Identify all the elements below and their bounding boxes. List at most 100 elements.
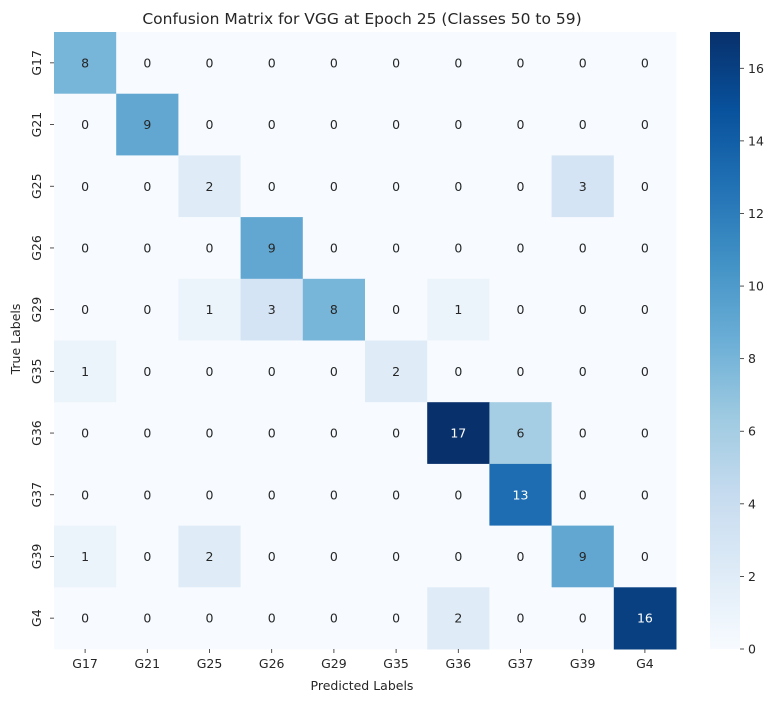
cell-value-label: 1 bbox=[81, 549, 89, 564]
heatmap-cell bbox=[427, 463, 490, 527]
cell-value-label: 0 bbox=[330, 364, 338, 379]
cell-value-label: 0 bbox=[392, 426, 400, 441]
heatmap-cell bbox=[302, 525, 366, 588]
heatmap-cell bbox=[365, 93, 428, 156]
cell-value-label: 0 bbox=[392, 55, 400, 70]
cell-value-label: 0 bbox=[579, 364, 587, 379]
heatmap-cell bbox=[427, 217, 490, 280]
heatmap-cell bbox=[551, 340, 615, 403]
cell-value-label: 1 bbox=[81, 364, 89, 379]
cell-value-label: 0 bbox=[641, 240, 649, 255]
cell-value-label: 0 bbox=[579, 117, 587, 132]
heatmap-cell bbox=[302, 463, 366, 527]
cell-value-label: 0 bbox=[641, 55, 649, 70]
heatmap-cell bbox=[178, 278, 242, 341]
heatmap-cell bbox=[178, 217, 242, 280]
heatmap-cell bbox=[427, 93, 490, 156]
cell-value-label: 0 bbox=[579, 426, 587, 441]
cell-value-label: 9 bbox=[143, 117, 151, 132]
cell-value-label: 0 bbox=[268, 179, 276, 194]
cell-value-label: 0 bbox=[392, 302, 400, 317]
cell-value-label: 2 bbox=[206, 179, 214, 194]
heatmap-cell bbox=[178, 32, 242, 95]
heatmap-cell bbox=[116, 32, 179, 95]
heatmap-cell bbox=[54, 525, 117, 588]
heatmap-cell bbox=[489, 93, 553, 156]
heatmap-cell bbox=[551, 463, 615, 527]
y-tick-label: G26 bbox=[29, 235, 44, 261]
cell-value-label: 0 bbox=[330, 549, 338, 564]
cell-value-label: 0 bbox=[454, 549, 462, 564]
heatmap-cell bbox=[489, 32, 553, 95]
heatmap-cell bbox=[365, 217, 428, 280]
y-axis-label: True Labels bbox=[8, 304, 23, 376]
heatmap-cell bbox=[116, 463, 179, 527]
cell-value-label: 0 bbox=[143, 55, 151, 70]
x-tick-label: G25 bbox=[197, 656, 223, 671]
y-tick-label: G21 bbox=[29, 112, 44, 138]
heatmap-cell bbox=[489, 463, 553, 527]
cell-value-label: 0 bbox=[330, 487, 338, 502]
heatmap-cell bbox=[489, 278, 553, 341]
heatmap-cell bbox=[240, 155, 304, 218]
heatmap-cell bbox=[302, 340, 366, 403]
heatmap-cell bbox=[551, 402, 615, 465]
cell-value-label: 0 bbox=[206, 117, 214, 132]
cell-value-label: 0 bbox=[143, 179, 151, 194]
cell-value-label: 0 bbox=[268, 426, 276, 441]
heatmap-cell bbox=[178, 587, 242, 650]
heatmap-cell bbox=[427, 525, 490, 588]
cell-value-label: 0 bbox=[517, 549, 525, 564]
heatmap-cell bbox=[54, 278, 117, 341]
cell-value-label: 0 bbox=[641, 426, 649, 441]
heatmap-cell bbox=[365, 32, 428, 95]
colorbar-tick-label: 0 bbox=[748, 642, 756, 657]
heatmap-cell bbox=[427, 340, 490, 403]
heatmap-cell bbox=[427, 402, 490, 465]
heatmap-cell bbox=[178, 525, 242, 588]
cell-value-label: 0 bbox=[579, 487, 587, 502]
colorbar-tick-label: 16 bbox=[748, 61, 764, 76]
cell-value-label: 0 bbox=[330, 240, 338, 255]
y-tick-label: G4 bbox=[29, 609, 44, 627]
x-tick-label: G21 bbox=[135, 656, 161, 671]
colorbar-tick-label: 6 bbox=[748, 424, 756, 439]
y-tick-label: G29 bbox=[29, 297, 44, 323]
cell-value-label: 0 bbox=[143, 611, 151, 626]
heatmap-cell bbox=[240, 340, 304, 403]
cell-value-label: 0 bbox=[81, 179, 89, 194]
cell-value-label: 0 bbox=[517, 240, 525, 255]
heatmap-cell bbox=[427, 587, 490, 650]
heatmap-cell bbox=[302, 155, 366, 218]
heatmap-cell bbox=[240, 463, 304, 527]
colorbar-tick-label: 10 bbox=[748, 279, 764, 294]
cell-value-label: 0 bbox=[143, 240, 151, 255]
cell-value-label: 0 bbox=[641, 364, 649, 379]
cell-value-label: 0 bbox=[392, 549, 400, 564]
heatmap-cell bbox=[427, 32, 490, 95]
x-tick-label: G26 bbox=[259, 656, 285, 671]
heatmap-cell bbox=[54, 402, 117, 465]
cell-value-label: 0 bbox=[143, 426, 151, 441]
heatmap-cell bbox=[116, 402, 179, 465]
cell-value-label: 13 bbox=[513, 487, 529, 502]
heatmap-cell bbox=[302, 32, 366, 95]
cell-value-label: 0 bbox=[517, 179, 525, 194]
cell-value-label: 0 bbox=[392, 487, 400, 502]
heatmap-cell bbox=[302, 278, 366, 341]
cell-value-label: 0 bbox=[517, 364, 525, 379]
cell-value-label: 0 bbox=[392, 179, 400, 194]
colorbar-tick-label: 14 bbox=[748, 133, 764, 148]
heatmap-cell bbox=[178, 340, 242, 403]
cell-value-label: 0 bbox=[206, 240, 214, 255]
cell-value-label: 1 bbox=[206, 302, 214, 317]
heatmap-cell bbox=[551, 278, 615, 341]
heatmap-cell bbox=[613, 32, 677, 95]
x-tick-label: G35 bbox=[383, 656, 409, 671]
cell-value-label: 0 bbox=[579, 240, 587, 255]
cell-value-label: 0 bbox=[517, 117, 525, 132]
cell-value-label: 0 bbox=[641, 117, 649, 132]
cell-value-label: 0 bbox=[641, 487, 649, 502]
heatmap-cell bbox=[489, 402, 553, 465]
cell-value-label: 0 bbox=[579, 302, 587, 317]
